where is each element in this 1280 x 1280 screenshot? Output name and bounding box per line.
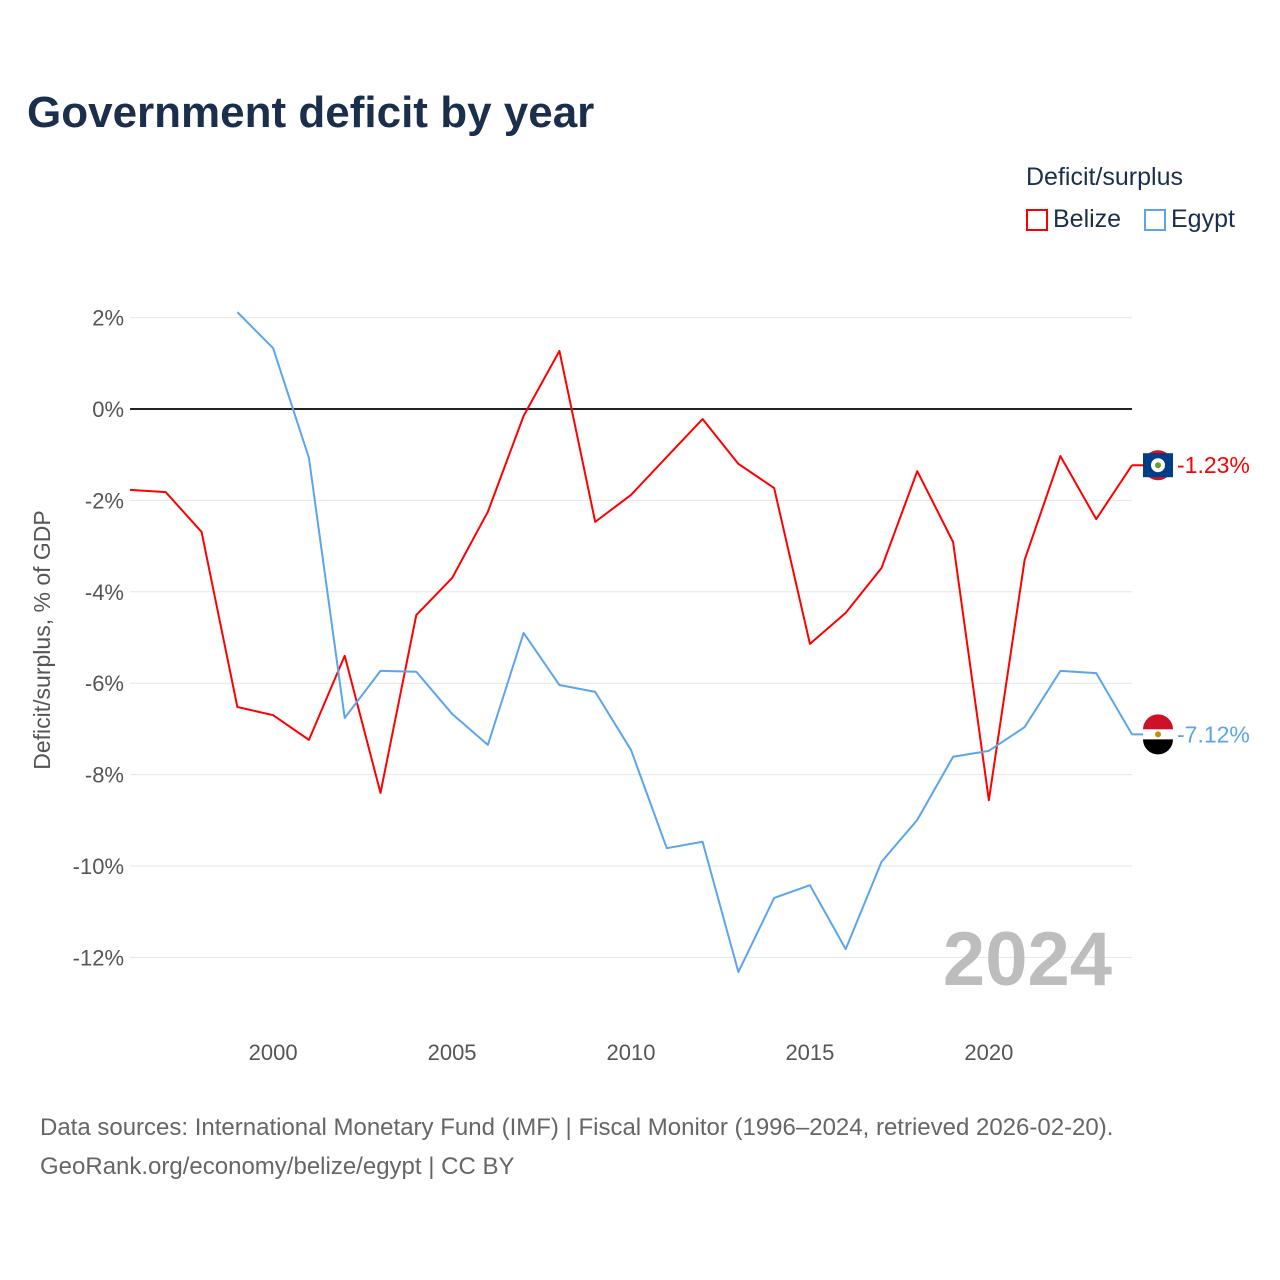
attribution-text: GeoRank.org/economy/belize/egypt | CC BY bbox=[40, 1153, 515, 1180]
legend-label: Egypt bbox=[1171, 205, 1235, 233]
end-value-label-belize: -1.23% bbox=[1177, 452, 1250, 478]
flag-part bbox=[1143, 739, 1173, 755]
end-value-label-egypt: -7.12% bbox=[1177, 721, 1250, 747]
y-tick-label: -6% bbox=[85, 671, 124, 696]
chart-title: Government deficit by year bbox=[27, 88, 595, 137]
flag-belize-icon bbox=[1143, 450, 1173, 481]
y-tick-label: -10% bbox=[73, 854, 124, 879]
y-tick-label: -2% bbox=[85, 488, 124, 513]
series-line-belize bbox=[129, 349, 1133, 802]
legend-swatch bbox=[1144, 208, 1166, 231]
y-tick-label: 2% bbox=[92, 306, 124, 331]
series-line-egypt bbox=[236, 311, 1133, 974]
x-tick-label: 2015 bbox=[785, 1040, 834, 1065]
x-tick-label: 2010 bbox=[607, 1040, 656, 1065]
legend-title: Deficit/surplus bbox=[1026, 163, 1183, 191]
flag-part bbox=[1155, 462, 1161, 469]
source-text: Data sources: International Monetary Fun… bbox=[40, 1114, 1114, 1141]
y-tick-label: -4% bbox=[85, 580, 124, 605]
x-tick-label: 2020 bbox=[964, 1040, 1013, 1065]
flag-part bbox=[1155, 731, 1161, 738]
flag-egypt-icon bbox=[1143, 714, 1173, 755]
y-tick-label: -12% bbox=[73, 945, 124, 970]
y-tick-label: -8% bbox=[85, 763, 124, 788]
flag-part bbox=[1143, 714, 1173, 730]
x-tick-label: 2000 bbox=[249, 1040, 298, 1065]
y-axis-label: Deficit/surplus, % of GDP bbox=[29, 510, 55, 769]
legend-item-belize[interactable]: Belize bbox=[1026, 205, 1121, 234]
x-tick-label: 2005 bbox=[428, 1040, 477, 1065]
legend-item-egypt[interactable]: Egypt bbox=[1144, 205, 1235, 234]
watermark-year: 2024 bbox=[943, 917, 1112, 1002]
footer-sources: Data sources: International Monetary Fun… bbox=[40, 1108, 1113, 1186]
legend-swatch bbox=[1026, 208, 1048, 231]
y-tick-label: 0% bbox=[92, 397, 124, 422]
legend-label: Belize bbox=[1053, 205, 1122, 233]
